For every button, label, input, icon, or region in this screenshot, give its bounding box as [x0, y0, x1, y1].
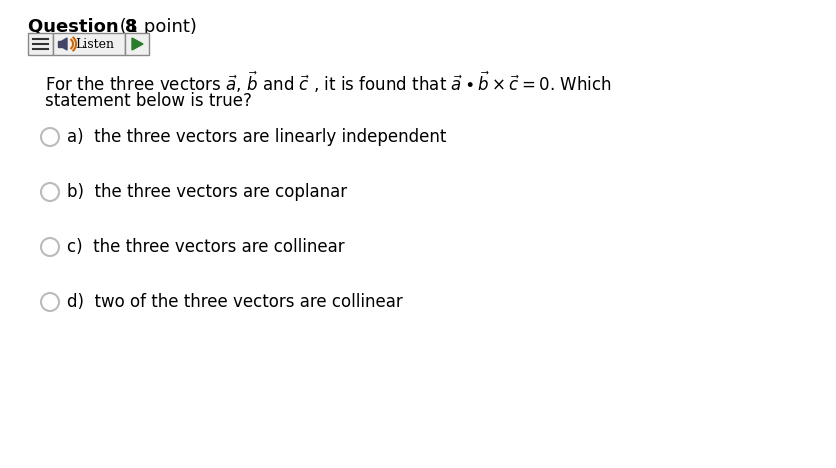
Circle shape [41, 128, 59, 146]
Text: b)  the three vectors are coplanar: b) the three vectors are coplanar [67, 183, 347, 201]
Text: d)  two of the three vectors are collinear: d) two of the three vectors are collinea… [67, 293, 402, 311]
Circle shape [41, 183, 59, 201]
Circle shape [41, 293, 59, 311]
Text: a)  the three vectors are linearly independent: a) the three vectors are linearly indepe… [67, 128, 446, 146]
Text: Question 8: Question 8 [28, 18, 137, 36]
Bar [125, 33, 149, 55]
Bar [28, 33, 53, 55]
Polygon shape [132, 38, 143, 50]
Circle shape [41, 238, 59, 256]
Text: (1 point): (1 point) [114, 18, 196, 36]
Text: c)  the three vectors are collinear: c) the three vectors are collinear [67, 238, 344, 256]
Polygon shape [58, 41, 62, 47]
Bar [53, 33, 125, 55]
Text: statement below is true?: statement below is true? [45, 92, 252, 110]
Text: Listen: Listen [75, 37, 114, 51]
Text: For the three vectors $\vec{a}$, $\vec{b}$ and $\vec{c}$ , it is found that $\ve: For the three vectors $\vec{a}$, $\vec{b… [45, 70, 611, 95]
Polygon shape [62, 38, 67, 50]
